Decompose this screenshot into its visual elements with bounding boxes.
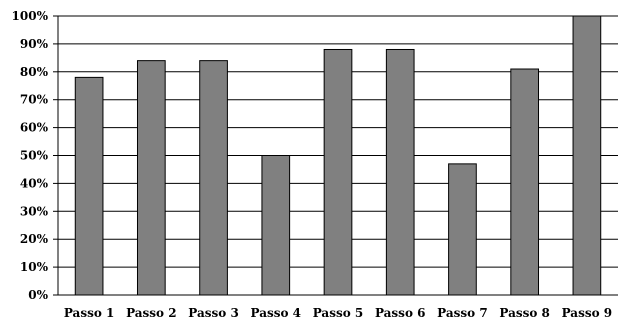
x-tick-label: Passo 8 — [499, 306, 550, 320]
x-tick-label: Passo 2 — [126, 306, 177, 320]
x-tick-label: Passo 5 — [313, 306, 364, 320]
x-tick-label: Passo 1 — [64, 306, 115, 320]
y-tick-label: 40% — [20, 176, 49, 190]
y-tick-label: 10% — [20, 260, 49, 274]
y-tick-labels: 0% 10% 20% 30% 40% 50% 60% 70% 80% 90% 100% — [12, 9, 49, 302]
bars — [74, 15, 602, 296]
y-tick-label: 50% — [20, 149, 49, 163]
x-tick-labels: Passo 1 Passo 2 Passo 3 Passo 4 Passo 5 Passo… — [64, 306, 612, 320]
x-tick-label: Passo 4 — [251, 306, 302, 320]
y-tick-label: 70% — [20, 93, 49, 107]
bar — [199, 60, 228, 296]
y-tick-label: 60% — [20, 121, 49, 135]
x-tick-label: Passo 3 — [188, 306, 239, 320]
x-tick-label: Passo 7 — [437, 306, 488, 320]
axes — [53, 15, 618, 296]
y-tick-label: 90% — [20, 37, 49, 51]
x-tick-label: Passo 9 — [562, 306, 613, 320]
y-tick-label: 100% — [12, 9, 49, 23]
y-tick-label: 0% — [28, 288, 48, 302]
bar — [572, 15, 602, 296]
y-tick-label: 80% — [20, 65, 49, 79]
bar — [385, 48, 415, 296]
bar — [448, 163, 477, 296]
bar — [323, 48, 353, 296]
y-tick-label: 30% — [20, 204, 49, 218]
bar — [136, 60, 166, 296]
bar — [510, 68, 540, 296]
y-tick-label: 20% — [20, 232, 49, 246]
bar — [261, 155, 291, 296]
bar — [74, 76, 104, 296]
x-tick-label: Passo 6 — [375, 306, 426, 320]
